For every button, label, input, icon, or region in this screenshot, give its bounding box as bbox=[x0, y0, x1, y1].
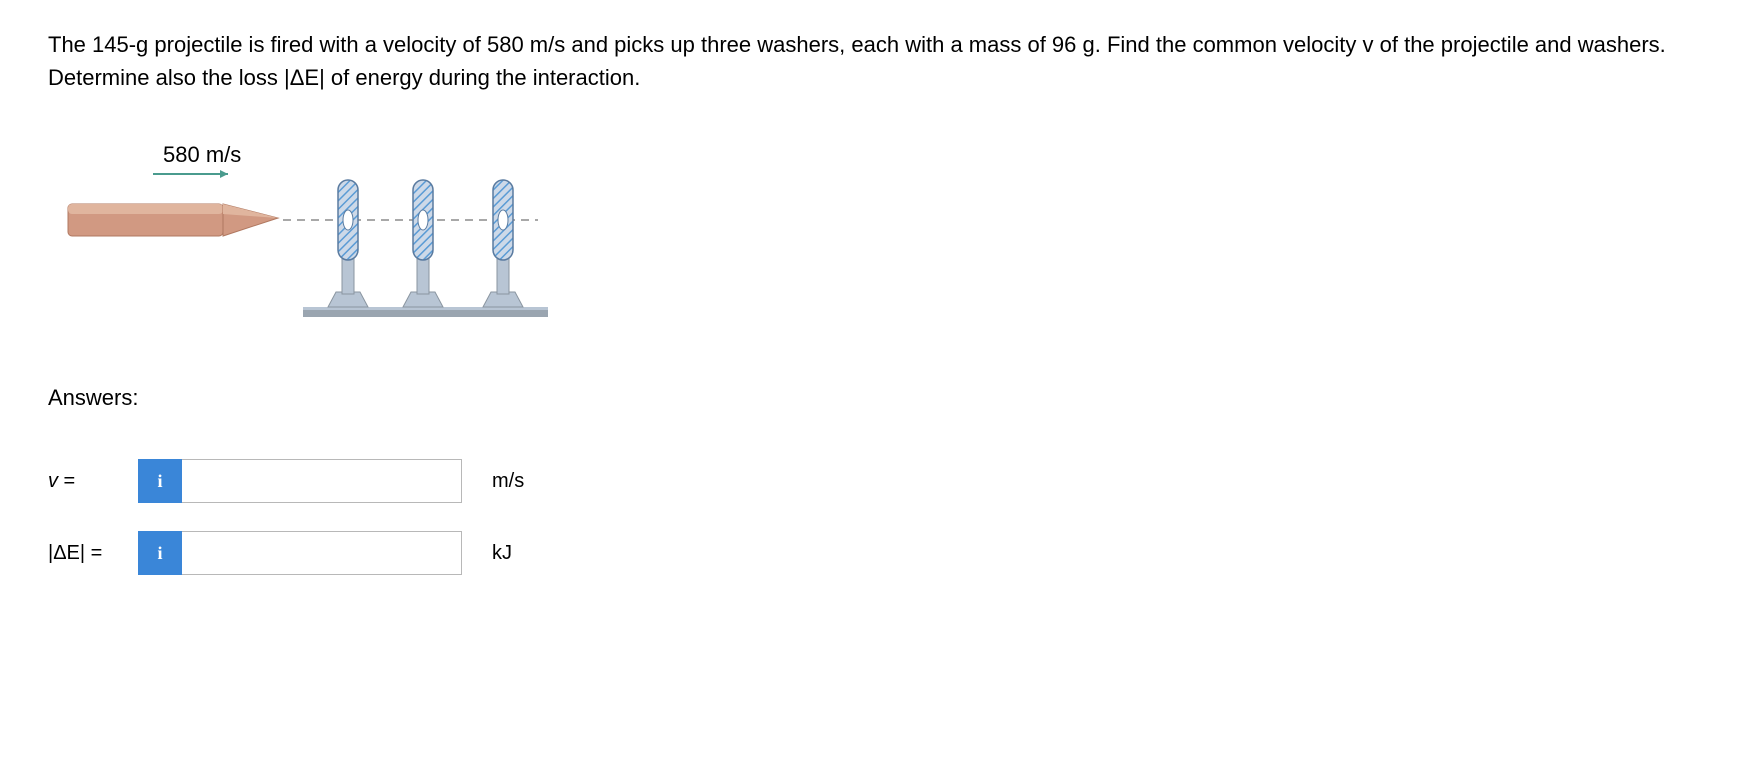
velocity-unit: m/s bbox=[492, 470, 524, 493]
washer-1 bbox=[328, 180, 368, 307]
velocity-input[interactable] bbox=[182, 459, 462, 503]
physics-diagram: 580 m/s bbox=[58, 132, 1690, 337]
answers-heading: Answers: bbox=[48, 385, 1690, 411]
energy-unit: kJ bbox=[492, 542, 512, 565]
washer-3 bbox=[483, 180, 523, 307]
answer-row-energy: |ΔE| = i kJ bbox=[48, 531, 1690, 575]
energy-input[interactable] bbox=[182, 531, 462, 575]
energy-label: |ΔE| = bbox=[48, 542, 138, 565]
velocity-label: 580 m/s bbox=[163, 142, 241, 167]
velocity-arrow-head bbox=[220, 170, 228, 178]
washer-2 bbox=[403, 180, 443, 307]
info-icon[interactable]: i bbox=[138, 459, 182, 503]
info-icon[interactable]: i bbox=[138, 531, 182, 575]
answer-row-velocity: v = i m/s bbox=[48, 459, 1690, 503]
projectile-highlight bbox=[68, 204, 223, 214]
problem-statement: The 145-g projectile is fired with a vel… bbox=[48, 28, 1690, 94]
velocity-label: v = bbox=[48, 470, 138, 493]
